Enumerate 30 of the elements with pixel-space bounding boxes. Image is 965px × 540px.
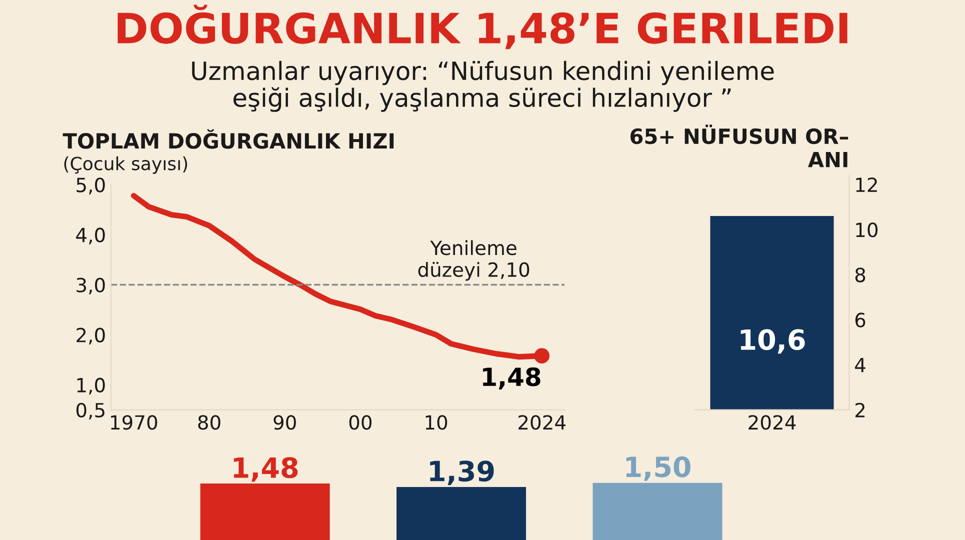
y-tick-label: 2,0	[76, 328, 105, 344]
y-tick-label: 4,0	[76, 228, 105, 244]
x-tick-label: 2024	[748, 415, 796, 430]
annotation: 1,48	[482, 367, 540, 390]
text: Uzmanlar uyarıyor: “Nüfusun kendini yenileme eşiği aşıldı, yaşlanma süreci hızlanıyor ”	[192, 60, 774, 112]
data-label: 1,39	[430, 460, 494, 486]
ref-line-label: Yenileme düzeyi 2,10	[418, 240, 530, 281]
data-label: 1,48	[234, 457, 298, 482]
y-tick-label: 1,0	[77, 378, 105, 394]
chart-subtitle: (Çocuk sayısı)	[64, 156, 188, 174]
y-tick-label: 4	[855, 358, 866, 372]
y-tick-label: 2	[855, 402, 864, 418]
y-tick-label: 8	[855, 268, 866, 282]
x-tick-label: 2024	[518, 415, 566, 430]
x-tick-label: 80	[198, 415, 220, 430]
y-tick-label: 6	[855, 312, 866, 328]
data-label: 1,50	[626, 456, 690, 481]
x-tick-label: 1970	[111, 415, 158, 430]
data-label: 10,6	[740, 329, 805, 354]
y-tick-label: 12	[856, 177, 877, 192]
y-tick-label: 3,0	[76, 278, 105, 294]
x-tick-label: 00	[349, 415, 372, 430]
x-tick-label: 90	[274, 415, 296, 430]
y-tick-label: 5,0	[76, 178, 105, 194]
y-tick-label: 10	[856, 222, 878, 238]
chart-title: TOPLAM DOĞURGANLIK HIZI	[62, 129, 394, 149]
text: DOĞURGANLIK 1,48’E GERILEDI	[118, 4, 848, 50]
chart-title: 65+ NÜFUSUN OR– ANI	[630, 124, 848, 168]
x-tick-label: 10	[426, 415, 448, 430]
y-tick-label: 0,5	[76, 402, 104, 420]
